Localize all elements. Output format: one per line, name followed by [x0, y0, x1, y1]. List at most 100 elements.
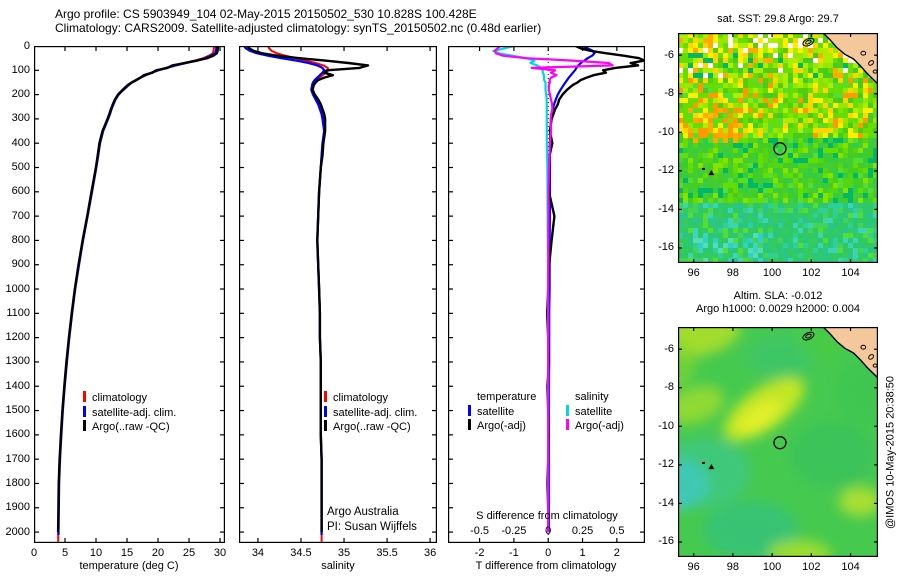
tick-label: 300 [11, 112, 30, 125]
legend-label: Argo(..raw -QC) [92, 421, 170, 433]
sumatra-coastline [822, 327, 878, 380]
imos-attribution: @IMOS 10-May-2015 20:38:50 [884, 375, 897, 530]
axis-box [239, 46, 437, 543]
tick-label: 1500 [5, 404, 30, 417]
tick-label: 98 [726, 561, 740, 573]
legend-entry-climatology: climatology [83, 391, 176, 406]
legend-color-bar [83, 405, 86, 417]
legend-color-bar [468, 419, 471, 430]
legend-entry-argo-raw-qc-: Argo(..raw -QC) [324, 420, 417, 435]
tick-label: 2000 [5, 525, 30, 538]
legend-label: satellite-adj. clim. [92, 406, 177, 419]
legend-entry-argo-raw-qc-: Argo(..raw -QC) [83, 420, 176, 435]
sst-pixel-grid [678, 33, 878, 263]
series-line-temperature-satellite [547, 46, 596, 533]
sla-map [678, 327, 878, 557]
legend-entry-argo-adj-: Argo(-adj) [566, 419, 624, 434]
tick-label: -2 [474, 547, 485, 559]
t-difference-panel [448, 46, 645, 543]
islet-mark [708, 170, 715, 176]
tick-label: -10 [658, 125, 674, 138]
diff-legend-salinity: salinity satellite Argo(-adj) [566, 390, 624, 434]
figure-title-line1: Argo profile: CS 5903949_104 02-May-2015… [55, 7, 477, 21]
tick-label: -12 [658, 164, 674, 177]
tick-label: 700 [11, 209, 30, 222]
tick-label: 600 [11, 185, 30, 198]
sla-field [678, 327, 878, 557]
tick-label: 104 [841, 267, 860, 279]
tick-label: 1600 [5, 428, 30, 441]
tick-label: 96 [687, 267, 700, 279]
tick-label: -1 [509, 547, 519, 559]
sumatra-coastline [822, 33, 878, 86]
legend-color-bar [324, 420, 327, 431]
tick-label: 102 [802, 561, 821, 573]
tick-label: 34 [251, 547, 265, 559]
tick-label: 10 [89, 547, 103, 559]
sla-map-title-line1: Altim. SLA: -0.012 [733, 290, 823, 302]
figure-title-line2: Climatology: CARS2009. Satellite-adjuste… [55, 21, 542, 35]
tick-label: 104 [841, 561, 860, 573]
tick-label: 1700 [5, 452, 30, 465]
legend-entry-climatology: climatology [324, 391, 417, 406]
tick-label: 0.25 [571, 525, 594, 537]
tick-label: 96 [687, 561, 700, 573]
tick-label: 1 [579, 547, 586, 559]
tick-label: 20 [151, 547, 165, 559]
axis-box [34, 46, 225, 543]
tick-label: -12 [658, 458, 674, 471]
island-outline [868, 60, 875, 66]
tick-label: 1900 [5, 501, 30, 514]
diff-legend-salinity-header: salinity [575, 391, 609, 403]
tick-label: 100 [11, 63, 30, 76]
islet-mark [708, 464, 715, 470]
diff-legend-temperature: temperature satellite Argo(-adj) [468, 390, 536, 434]
series-line-salinity-argo-adj- [493, 46, 614, 533]
tick-label: 25 [182, 547, 196, 559]
tick-label: 0.5 [609, 525, 625, 537]
series-line-temperature-argo-adj- [545, 46, 645, 533]
salinity-legend: climatology satellite-adj. clim. Argo(..ra… [324, 391, 417, 435]
tick-label: 36 [423, 547, 437, 559]
map-border [678, 33, 878, 263]
temperature-legend: climatology satellite-adj. clim. Argo(..ra… [83, 391, 176, 435]
legend-label: Argo(-adj) [575, 420, 624, 432]
island-outline [860, 50, 867, 56]
series-line-argo-raw-qc- [56, 46, 220, 533]
tick-label: 1200 [5, 331, 30, 344]
tick-label: -10 [658, 419, 674, 432]
tick-label: 1800 [5, 476, 30, 489]
legend-label: satellite-adj. clim. [333, 406, 418, 419]
tick-label: -8 [664, 381, 674, 394]
legend-label: satellite [477, 405, 515, 418]
series-line-salinity-satellite [492, 46, 550, 533]
tick-label: 5 [61, 547, 69, 559]
tick-label: 1100 [6, 306, 30, 319]
tick-label: -14 [658, 202, 674, 215]
legend-label: satellite [575, 405, 613, 418]
legend-entry-satellite-adj-clim-: satellite-adj. clim. [324, 405, 418, 421]
legend-color-bar [468, 404, 471, 416]
salinity-axis-label: salinity [321, 560, 355, 572]
legend-entry-satellite: satellite [566, 404, 624, 420]
tick-label: 100 [762, 561, 782, 573]
island-outline [802, 331, 815, 341]
tick-label: 0 [545, 525, 552, 537]
island-outline [860, 344, 867, 350]
tick-label: 400 [11, 136, 30, 149]
legend-entry-satellite: satellite [468, 404, 536, 420]
series-line-satellite-adj-clim- [243, 46, 326, 535]
tick-label: 500 [11, 161, 30, 174]
legend-label: Argo(..raw -QC) [333, 421, 411, 433]
tick-label: 0 [30, 547, 38, 559]
map-border [678, 327, 878, 557]
tick-label: 98 [726, 267, 740, 279]
tick-label: 1400 [5, 379, 30, 392]
tick-label: 35 [337, 547, 351, 559]
tick-label: 100 [762, 267, 782, 279]
axis-box [448, 46, 645, 543]
sst-map-title: sat. SST: 29.8 Argo: 29.7 [717, 13, 839, 25]
tick-label: 15 [120, 547, 134, 559]
float-position-marker [773, 436, 787, 450]
